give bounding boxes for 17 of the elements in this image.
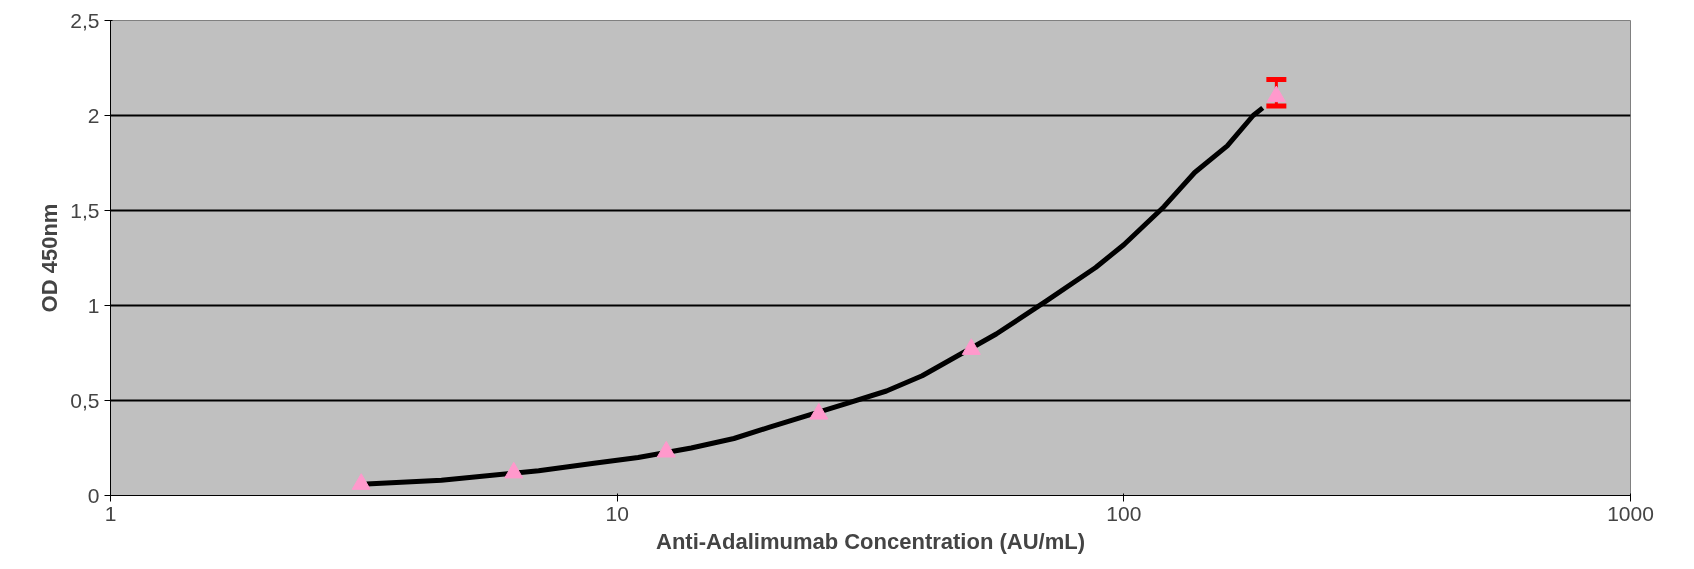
point bbox=[656, 440, 676, 458]
x-tick-label: 10 bbox=[605, 501, 629, 525]
y-tick-label: 1 bbox=[87, 293, 100, 317]
point bbox=[504, 461, 524, 479]
point bbox=[351, 473, 371, 490]
y-axis-title: OD 450nm bbox=[37, 203, 63, 313]
x-tick-label: 1 bbox=[104, 501, 117, 525]
y-tick-label: 2,5 bbox=[70, 8, 100, 32]
y-tick-label: 2 bbox=[87, 103, 100, 127]
point bbox=[809, 402, 829, 420]
x-axis-title: Anti-Adalimumab Concentration (AU/mL) bbox=[656, 528, 1086, 554]
y-tick-label: 0,5 bbox=[70, 388, 100, 412]
y-tick-label: 1,5 bbox=[70, 198, 100, 222]
x-tick-label: 1000 bbox=[1607, 501, 1654, 525]
point bbox=[961, 338, 981, 355]
x-tick-label: 100 bbox=[1106, 501, 1142, 525]
y-tick-label: 0 bbox=[87, 483, 100, 507]
